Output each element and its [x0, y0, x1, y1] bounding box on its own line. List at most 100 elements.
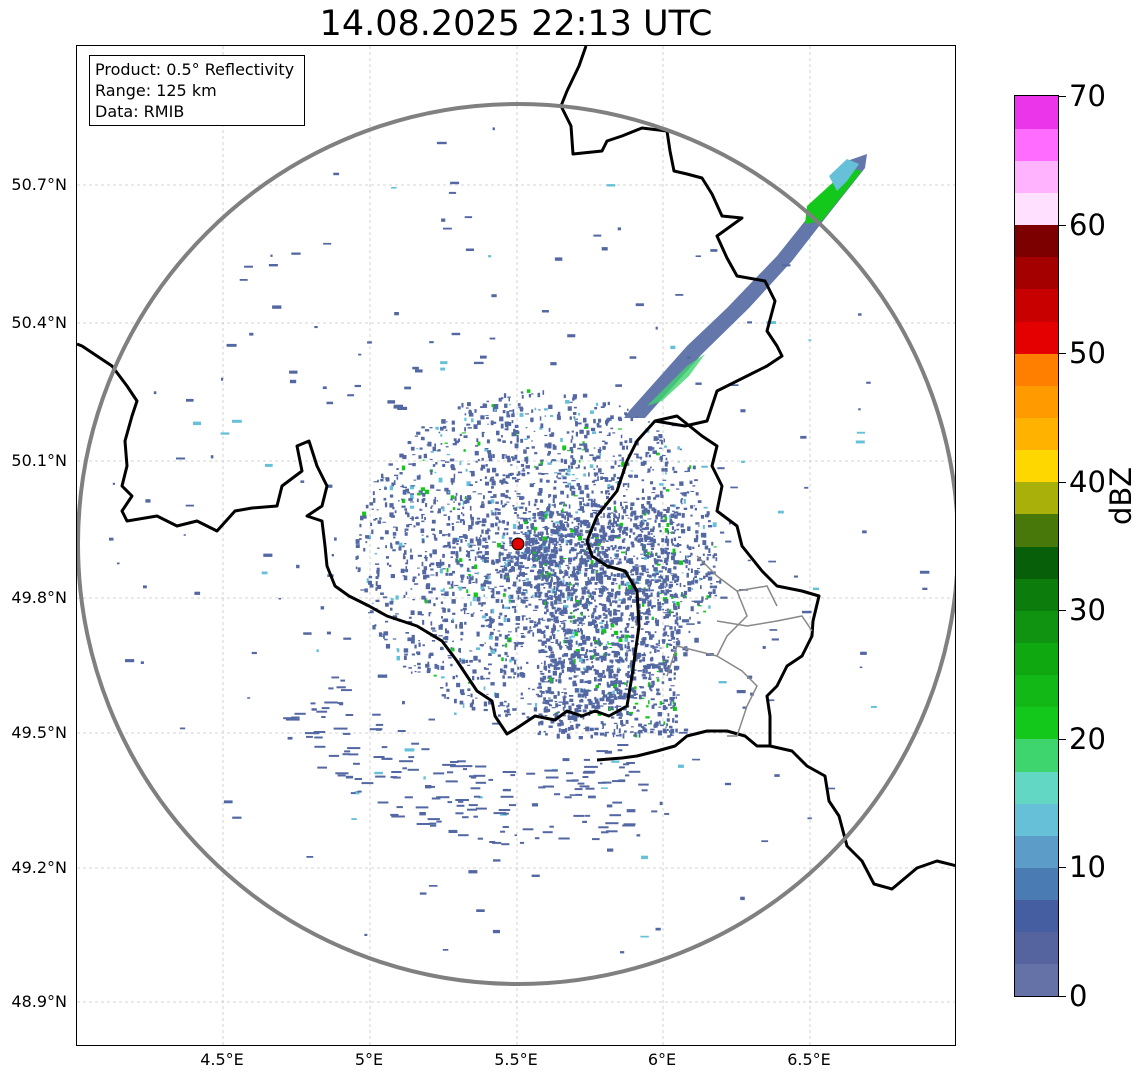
echo-pixel	[591, 427, 596, 432]
echo-pixel	[594, 459, 597, 462]
echo-pixel	[483, 708, 488, 712]
echo-pixel	[186, 398, 194, 402]
echo-pixel	[572, 605, 575, 608]
echo-pixel	[625, 588, 630, 592]
echo-pixel	[517, 594, 520, 600]
echo-pixel	[570, 615, 573, 618]
echo-pixel	[565, 543, 569, 546]
echo-pixel	[639, 588, 644, 590]
echo-pixel	[602, 629, 606, 634]
echo-pixel	[547, 445, 552, 449]
echo-pixel	[677, 640, 680, 643]
echo-pixel	[575, 525, 579, 528]
radar-map-canvas	[77, 46, 955, 1045]
echo-pixel	[560, 622, 566, 624]
echo-pixel	[401, 498, 403, 501]
echo-pixel	[574, 528, 579, 534]
echo-pixel	[656, 649, 660, 652]
echo-pixel	[625, 634, 629, 639]
echo-pixel	[685, 649, 689, 652]
echo-pixel	[710, 583, 713, 585]
echo-pixel	[447, 608, 451, 613]
echo-pixel	[567, 566, 570, 568]
echo-pixel	[500, 423, 504, 429]
echo-pixel	[517, 673, 520, 678]
echo-pixel	[460, 658, 465, 661]
echo-pixel	[470, 776, 476, 779]
echo-pixel	[575, 640, 578, 645]
echo-pixel	[623, 501, 628, 503]
echo-pixel	[515, 561, 519, 567]
echo-pixel	[432, 446, 436, 452]
echo-pixel	[411, 653, 416, 656]
echo-pixel	[499, 813, 507, 816]
echo-pixel	[585, 726, 590, 732]
echo-pixel	[594, 605, 598, 608]
echo-pixel	[476, 551, 479, 555]
echo-pixel	[559, 524, 564, 530]
echo-pixel	[516, 434, 519, 440]
echo-pixel	[655, 438, 659, 440]
echo-pixel	[654, 519, 657, 523]
echo-pixel	[528, 553, 532, 556]
echo-pixel	[631, 615, 634, 618]
echo-pixel	[680, 492, 684, 495]
echo-pixel	[482, 554, 485, 559]
echo-pixel	[507, 562, 511, 566]
echo-pixel	[672, 718, 675, 723]
echo-pixel	[540, 678, 545, 682]
echo-pixel	[552, 523, 556, 528]
echo-pixel	[573, 661, 576, 667]
echo-pixel	[409, 517, 415, 519]
echo-pixel	[442, 506, 445, 512]
echo-pixel	[249, 332, 254, 336]
echo-pixel	[550, 651, 554, 654]
echo-pixel	[709, 585, 713, 589]
echo-pixel	[419, 812, 426, 816]
echo-pixel	[617, 516, 619, 522]
echo-pixel	[506, 655, 509, 657]
echo-pixel	[609, 485, 614, 488]
echo-pixel	[705, 598, 709, 600]
echo-pixel	[455, 551, 459, 556]
echo-pixel	[501, 435, 503, 438]
echo-pixel	[510, 555, 513, 559]
echo-pixel	[402, 556, 406, 560]
echo-pixel	[530, 523, 534, 529]
echo-pixel	[599, 452, 601, 456]
echo-pixel	[536, 628, 541, 634]
echo-pixel	[584, 434, 588, 439]
echo-pixel	[573, 814, 585, 817]
echo-pixel	[574, 418, 578, 420]
echo-pixel	[630, 573, 635, 576]
echo-pixel	[314, 326, 318, 329]
echo-pixel	[452, 612, 456, 615]
echo-pixel	[512, 708, 517, 711]
echo-pixel	[539, 537, 542, 542]
echo-pixel	[676, 512, 682, 516]
echo-pixel	[699, 578, 702, 581]
echo-pixel	[547, 679, 550, 683]
echo-pixel	[530, 596, 533, 599]
echo-pixel	[247, 697, 251, 699]
echo-pixel	[390, 598, 394, 603]
echo-pixel	[559, 620, 564, 622]
echo-pixel	[590, 560, 594, 565]
echo-pixel	[581, 693, 585, 698]
echo-pixel	[573, 536, 576, 538]
echo-pixel	[457, 406, 461, 410]
echo-pixel	[424, 551, 428, 553]
echo-pixel	[498, 615, 501, 619]
echo-pixel	[640, 553, 643, 555]
echo-pixel	[461, 432, 466, 434]
echo-pixel	[239, 279, 248, 281]
echo-pixel	[634, 564, 639, 566]
echo-pixel	[417, 666, 421, 669]
echo-pixel	[606, 681, 609, 687]
echo-pixel	[583, 607, 587, 610]
echo-pixel	[471, 706, 476, 711]
echo-pixel	[320, 606, 325, 610]
echo-pixel	[658, 605, 662, 608]
echo-pixel	[571, 703, 575, 706]
echo-pixel	[396, 655, 400, 661]
